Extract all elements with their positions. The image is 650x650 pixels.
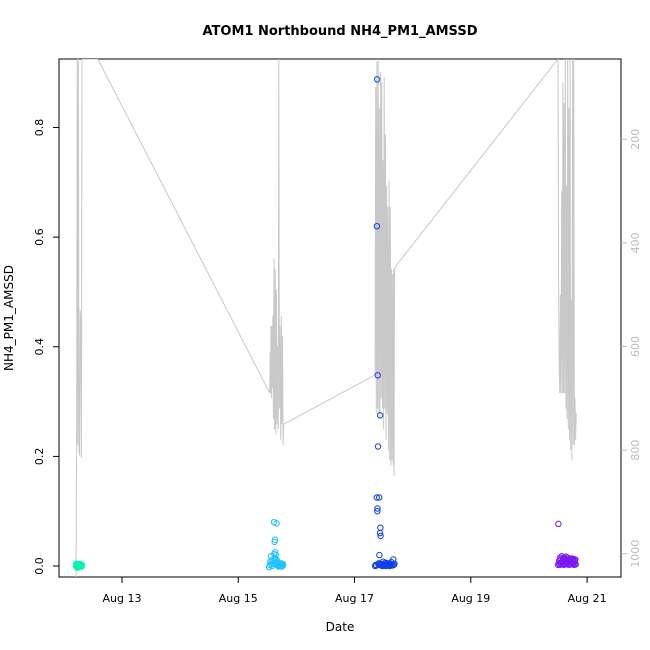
x-tick-label: Aug 15 — [219, 592, 258, 605]
y2-tick-label: 200 — [629, 129, 642, 150]
data-point-seg4 — [571, 557, 578, 564]
data-point-seg2 — [271, 536, 279, 543]
data-point-seg3 — [377, 524, 384, 531]
x-axis: Aug 13 Aug 15 Aug 17 Aug 19 Aug 21 — [102, 577, 607, 605]
y-axis-label: NH4_PM1_AMSSD — [2, 265, 16, 371]
y2-tick-label: 800 — [629, 440, 642, 461]
x-axis-label: Date — [326, 620, 355, 634]
data-point-seg4 — [572, 561, 579, 568]
data-point-seg3 — [377, 532, 384, 540]
data-point-seg3 — [373, 223, 381, 230]
data-point-seg2 — [279, 561, 287, 568]
altitude-line — [75, 59, 577, 577]
data-point-seg3 — [391, 560, 398, 567]
data-point-seg3 — [374, 372, 381, 379]
data-point-seg4 — [571, 560, 579, 567]
y-axis: 0.0 0.2 0.4 0.6 0.8 — [33, 119, 59, 575]
y2-tick-label: 600 — [629, 336, 642, 357]
plot-frame — [58, 58, 622, 578]
data-point-seg2 — [268, 557, 275, 564]
data-point-seg2 — [271, 550, 278, 558]
altitude-layer — [75, 59, 577, 577]
data-point-seg2 — [273, 520, 280, 527]
y-tick-label: 0.2 — [33, 448, 46, 466]
data-point-seg4 — [555, 520, 562, 527]
data-point-seg3 — [373, 494, 380, 501]
y2-tick-label: 1000 — [629, 540, 642, 568]
y-tick-label: 0.6 — [33, 228, 46, 246]
x-tick-label: Aug 17 — [335, 592, 374, 605]
points-layer — [72, 76, 579, 571]
y2-axis: 200 400 600 800 1000 — [621, 129, 642, 568]
chart-title: ATOM1 Northbound NH4_PM1_AMSSD — [203, 24, 478, 39]
data-point-seg3 — [376, 494, 383, 501]
data-point-seg3 — [376, 551, 383, 559]
data-point-seg3 — [374, 508, 381, 515]
x-tick-label: Aug 21 — [568, 592, 607, 605]
x-tick-label: Aug 13 — [102, 592, 141, 605]
x-tick-label: Aug 19 — [451, 592, 490, 605]
y-tick-label: 0.4 — [33, 338, 46, 356]
data-point-seg1 — [75, 563, 83, 571]
data-point-seg3 — [374, 443, 382, 450]
data-point-seg3 — [374, 505, 381, 512]
y-tick-label: 0.0 — [33, 557, 46, 575]
data-point-seg3 — [377, 412, 384, 419]
y-tick-label: 0.8 — [33, 119, 46, 137]
y2-tick-label: 400 — [629, 232, 642, 253]
data-point-seg3 — [373, 76, 381, 83]
